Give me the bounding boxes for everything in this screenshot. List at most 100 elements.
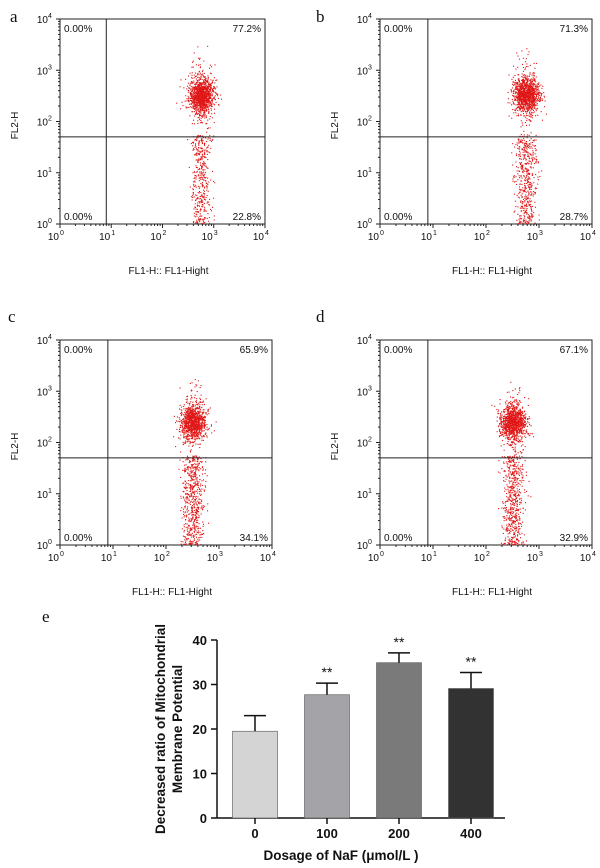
event-dot [520, 89, 522, 91]
event-dot [194, 100, 196, 102]
event-dot [213, 86, 215, 88]
event-dot [528, 94, 530, 96]
event-dot [528, 186, 530, 188]
event-dot [532, 86, 534, 88]
event-dot [202, 114, 204, 116]
event-dot [531, 89, 533, 91]
event-dot [210, 95, 212, 97]
event-dot [207, 91, 209, 93]
event-dot [534, 105, 536, 107]
event-dot [194, 386, 196, 388]
event-dot [184, 431, 186, 433]
event-dot [511, 117, 513, 119]
event-dot [534, 101, 536, 103]
event-dot [530, 189, 532, 191]
event-dot [187, 99, 189, 101]
event-dot [212, 98, 214, 100]
event-dot [184, 423, 186, 425]
event-dot [201, 166, 203, 168]
event-dot [520, 167, 522, 169]
event-dot [194, 419, 196, 421]
event-dot [537, 162, 539, 164]
event-dot [214, 82, 216, 84]
event-dot [523, 80, 525, 82]
event-dot [194, 92, 196, 94]
event-dot [198, 58, 200, 60]
quadrant-lower-left-value: 0.00% [64, 212, 92, 223]
event-dot [190, 421, 192, 423]
event-dot [533, 97, 535, 99]
event-dot [203, 150, 205, 152]
event-dot [195, 96, 197, 98]
event-dot [524, 145, 526, 147]
event-dot [204, 165, 206, 167]
event-dot [203, 176, 205, 178]
event-dot [189, 407, 191, 409]
event-dot [529, 113, 531, 115]
event-dot [212, 206, 214, 208]
event-dot [194, 138, 196, 140]
event-dot [514, 181, 516, 183]
event-dot [196, 112, 198, 114]
event-dot [207, 220, 209, 222]
event-dot [523, 96, 525, 98]
event-dot [524, 93, 526, 95]
event-dot [198, 431, 200, 433]
event-dot [536, 85, 538, 87]
event-dot [204, 422, 206, 424]
event-dot [189, 411, 191, 413]
event-dot [191, 98, 193, 100]
event-dot [203, 86, 205, 88]
event-dot [517, 103, 519, 105]
event-dot [519, 221, 521, 223]
event-dot [526, 90, 528, 92]
event-dot [192, 471, 194, 473]
event-dot [204, 177, 206, 179]
event-dot [200, 107, 202, 109]
event-dot [187, 85, 189, 87]
event-dot [533, 98, 535, 100]
event-dot [196, 109, 198, 111]
event-dot [203, 92, 205, 94]
event-dot [203, 90, 205, 92]
event-dot [191, 423, 193, 425]
event-dot [525, 87, 527, 89]
event-dot [531, 95, 533, 97]
event-dot [534, 222, 536, 224]
event-dot [202, 420, 204, 422]
event-dot [522, 189, 524, 191]
event-dot [189, 420, 191, 422]
event-dot [517, 99, 519, 101]
event-dot [209, 72, 211, 74]
event-dot [208, 86, 210, 88]
event-dot [194, 115, 196, 117]
event-dot [203, 430, 205, 432]
event-dot [197, 95, 199, 97]
event-dot [197, 197, 199, 199]
event-dot [526, 104, 528, 106]
event-dot [200, 427, 202, 429]
event-dot [529, 153, 531, 155]
x-tick-exponent: 3 [214, 230, 218, 237]
event-dot [193, 482, 195, 484]
event-dot [198, 177, 200, 179]
event-dot [191, 514, 193, 516]
event-dot [203, 60, 205, 62]
event-dot [199, 408, 201, 410]
event-dot [187, 421, 189, 423]
event-dot [190, 528, 192, 530]
event-dot [522, 105, 524, 107]
event-dot [197, 528, 199, 530]
event-dot [199, 72, 201, 74]
event-dot [196, 436, 198, 438]
event-dot [525, 99, 527, 101]
event-dot [200, 110, 202, 112]
event-dot [197, 137, 199, 139]
event-dot [191, 445, 193, 447]
event-dot [201, 218, 203, 220]
event-dot [196, 107, 198, 109]
event-dot [511, 98, 513, 100]
event-dot [516, 108, 518, 110]
event-dot [519, 215, 521, 217]
event-dot [534, 139, 536, 141]
